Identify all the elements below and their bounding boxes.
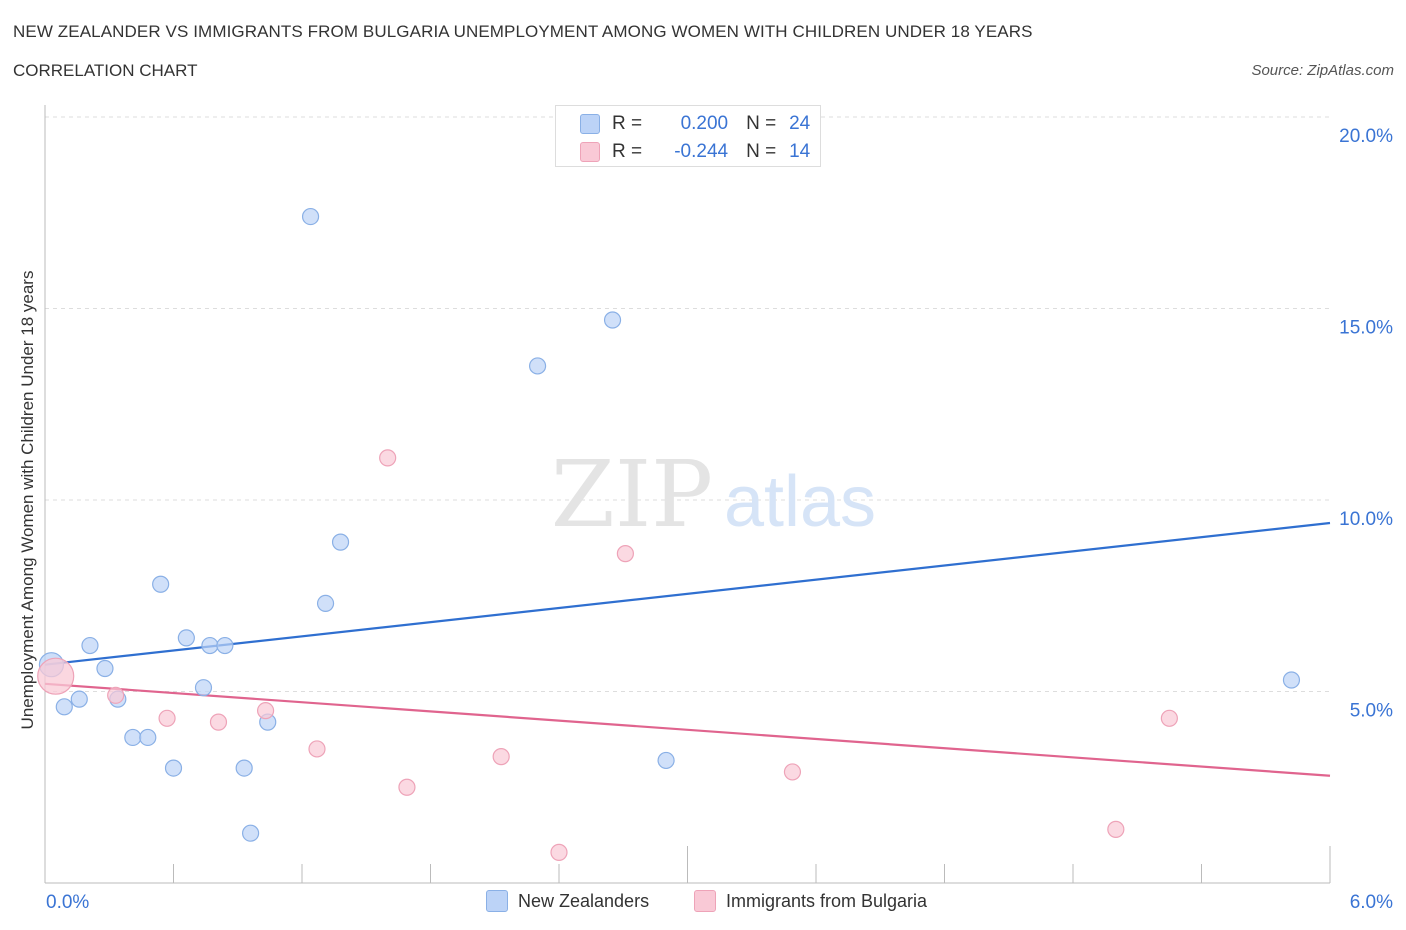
point-new-zealanders — [216, 636, 234, 655]
legend-n-label: N = — [746, 113, 777, 134]
legend-row-new-zealanders: R = 0.200 N = 24 — [580, 112, 810, 136]
point-new-zealanders — [603, 311, 622, 329]
legend-r-value: 0.200 — [680, 113, 729, 134]
trend-line-new-zealanders — [44, 521, 1331, 666]
point-new-zealanders — [528, 357, 547, 375]
data-points — [37, 207, 1301, 861]
legend-r-label: R = — [612, 141, 643, 162]
watermark: ZIP atlas — [551, 441, 876, 548]
trend-lines — [44, 521, 1331, 777]
point-new-zealanders — [124, 728, 142, 747]
chart-subtitle: CORRELATION CHART — [13, 61, 198, 80]
axes — [44, 105, 1331, 884]
point-immigrants-from-bulgaria — [107, 686, 125, 704]
point-immigrants-from-bulgaria — [783, 763, 802, 781]
x-tick-label: 6.0% — [1350, 892, 1393, 913]
source-credit: Source: ZipAtlas.com — [1251, 62, 1394, 79]
legend-swatch-blue — [580, 114, 600, 134]
point-new-zealanders — [1282, 671, 1301, 689]
watermark-atlas: atlas — [724, 462, 876, 542]
bottom-legend-new-zealanders: New Zealanders — [486, 890, 649, 912]
point-immigrants-from-bulgaria — [398, 778, 416, 796]
point-new-zealanders — [152, 575, 170, 593]
point-new-zealanders — [81, 636, 99, 655]
trend-line-immigrants-from-bulgaria — [44, 682, 1331, 777]
point-immigrants-from-bulgaria — [616, 545, 634, 563]
point-immigrants-from-bulgaria — [1160, 709, 1178, 727]
point-immigrants-from-bulgaria — [256, 702, 275, 720]
y-tick-label: 10.0% — [1339, 509, 1393, 530]
legend-r-label: R = — [612, 113, 643, 134]
y-axis-title: Unemployment Among Women with Children U… — [18, 271, 37, 730]
y-tick-label: 15.0% — [1339, 318, 1393, 339]
point-immigrants-from-bulgaria — [550, 843, 568, 861]
point-new-zealanders — [201, 636, 219, 655]
legend-n-label: N = — [746, 141, 777, 162]
tick-labels: 5.0% 10.0% 15.0% 20.0% 0.0% 6.0% Unemployment … — [18, 126, 1393, 913]
legend-row-immigrants-from-bulgaria: R = -0.244 N = 14 — [580, 140, 810, 164]
point-immigrants-from-bulgaria — [158, 709, 176, 727]
watermark-zip: ZIP — [551, 441, 713, 548]
y-tick-label: 5.0% — [1350, 701, 1393, 722]
point-new-zealanders — [194, 679, 213, 697]
point-new-zealanders — [316, 594, 335, 613]
point-immigrants-from-bulgaria — [492, 748, 510, 766]
stats-legend: R = 0.200 N = 24 R = -0.244 N = 14 — [555, 105, 821, 167]
legend-n-value: 14 — [789, 141, 811, 162]
point-immigrants-from-bulgaria — [209, 713, 228, 731]
point-new-zealanders — [301, 207, 320, 226]
bottom-legend-label: Immigrants from Bulgaria — [726, 890, 928, 911]
point-new-zealanders — [242, 824, 260, 842]
bottom-legend-immigrants-from-bulgaria: Immigrants from Bulgaria — [694, 890, 927, 912]
bottom-legend-label: New Zealanders — [518, 890, 650, 911]
point-new-zealanders — [55, 698, 73, 716]
point-new-zealanders — [657, 751, 675, 770]
bottom-legend-swatch-blue — [486, 890, 508, 912]
gridlines — [45, 116, 1330, 692]
point-immigrants-from-bulgaria — [37, 657, 75, 695]
point-new-zealanders — [139, 728, 157, 747]
bottom-legend-swatch-pink — [694, 890, 716, 912]
chart-title: NEW ZEALANDER VS IMMIGRANTS FROM BULGARI… — [13, 22, 1033, 41]
point-immigrants-from-bulgaria — [379, 449, 397, 467]
legend-n-value: 24 — [789, 113, 811, 134]
point-new-zealanders — [177, 629, 195, 647]
point-new-zealanders — [70, 690, 88, 708]
legend-r-value: -0.244 — [674, 141, 729, 162]
legend-swatch-pink — [580, 142, 600, 162]
point-immigrants-from-bulgaria — [1107, 820, 1125, 838]
point-immigrants-from-bulgaria — [308, 740, 326, 758]
point-new-zealanders — [331, 533, 350, 551]
point-new-zealanders — [164, 759, 183, 777]
point-new-zealanders — [235, 759, 253, 777]
x-tick-label: 0.0% — [46, 892, 89, 913]
point-new-zealanders — [96, 659, 114, 678]
y-tick-label: 20.0% — [1339, 126, 1393, 147]
